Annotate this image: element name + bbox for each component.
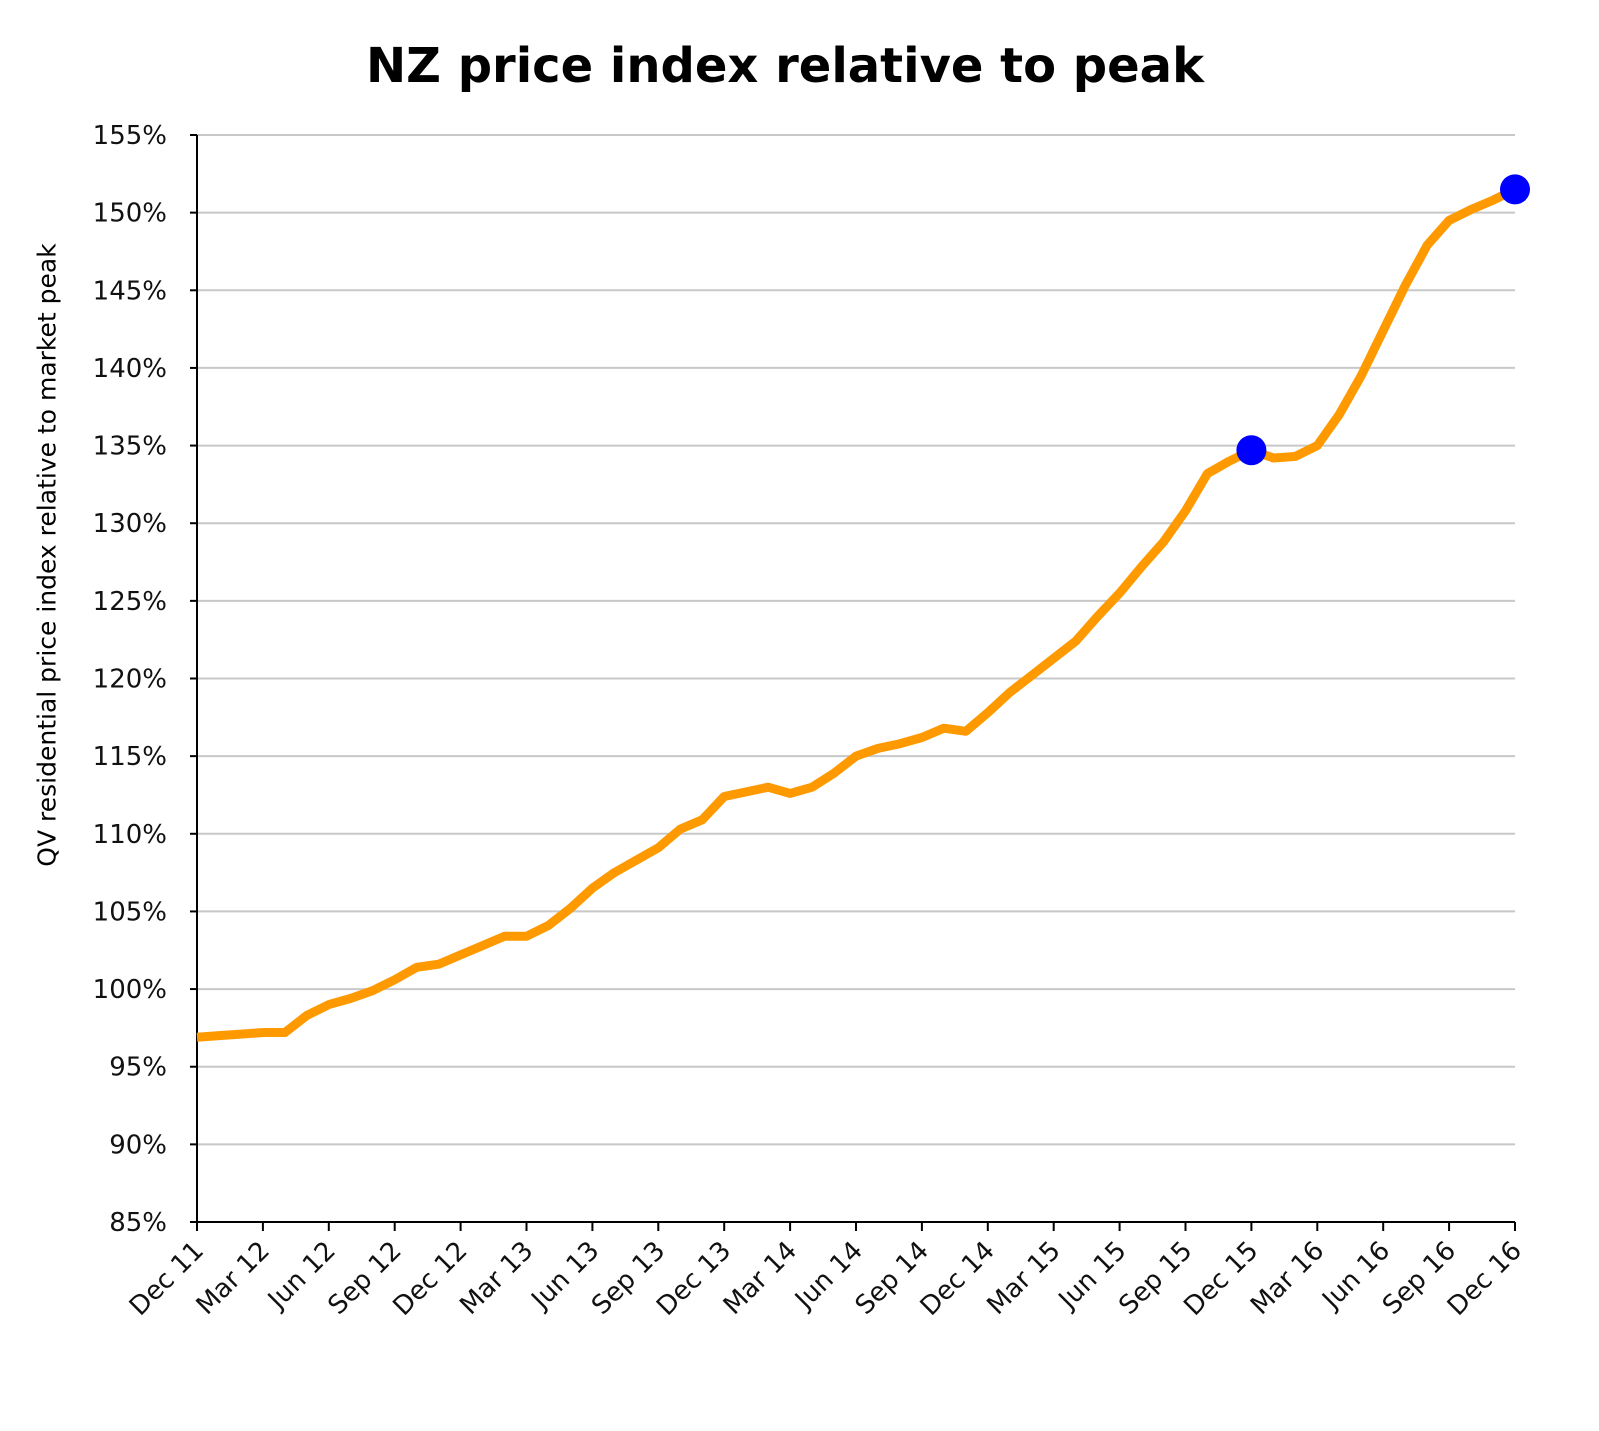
y-tick-label: 135% [93,432,167,462]
y-tick-label: 150% [93,199,167,229]
x-tick-label: Mar 15 [982,1236,1067,1321]
y-tick-label: 140% [93,354,167,384]
y-tick-label: 120% [93,665,167,695]
x-tick-label: Dec 12 [388,1236,474,1322]
y-tick-label: 110% [93,820,167,850]
x-tick-label: Mar 16 [1245,1236,1330,1321]
x-tick-label: Dec 16 [1442,1236,1528,1322]
y-tick-label: 100% [93,975,167,1005]
y-tick-label: 145% [93,276,167,306]
y-tick-label: 85% [109,1208,167,1238]
y-tick-label: 115% [93,742,167,772]
series-line [196,185,1517,1042]
y-tick-label: 125% [93,587,167,617]
highlight-point [1236,435,1267,466]
x-tick-label: Dec 15 [1178,1236,1264,1322]
x-tick-label: Dec 13 [651,1236,737,1322]
y-tick-label: 90% [109,1130,167,1160]
chart-title: NZ price index relative to peak [366,38,1204,94]
x-tick-label: Dec 11 [124,1236,210,1322]
x-tick-label: Mar 14 [718,1236,803,1321]
y-tick-label: 95% [109,1053,167,1083]
x-tick-label: Mar 12 [191,1236,276,1321]
x-tick-label: Mar 13 [454,1236,539,1321]
y-tick-label: 155% [93,121,167,151]
x-tick-label: Dec 14 [915,1236,1001,1322]
highlight-point [1500,174,1530,205]
y-tick-label: 130% [93,509,167,539]
y-tick-label: 105% [93,897,167,927]
